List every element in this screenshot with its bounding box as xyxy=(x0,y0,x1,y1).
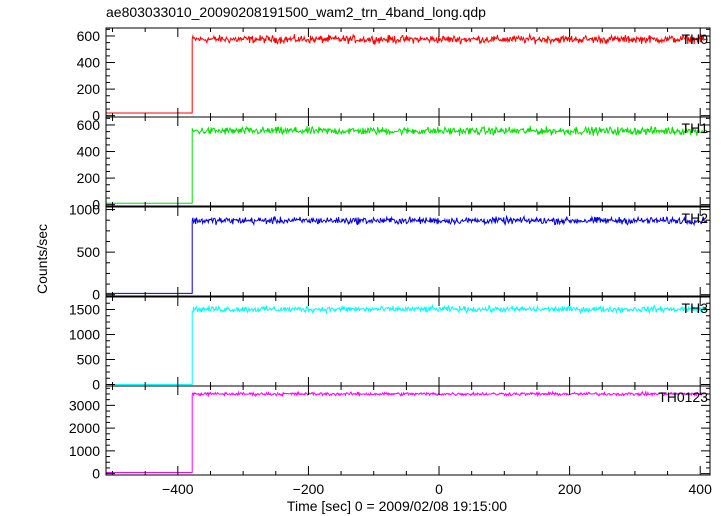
panel-th2: 0 500 1000 TH2 xyxy=(69,202,711,303)
y-tick-label: 400 xyxy=(77,144,101,160)
y-tick-label: 0 xyxy=(92,466,100,482)
panel-frame xyxy=(105,116,711,207)
y-tick-label: 3000 xyxy=(69,397,100,413)
x-axis-label: Time [sec] 0 = 2009/02/08 19:15:00 xyxy=(287,498,507,514)
series-line-th0123 xyxy=(106,390,707,473)
y-tick-label: 600 xyxy=(77,117,101,133)
y-tick-label: 0 xyxy=(92,377,100,393)
y-tick-label: 400 xyxy=(77,55,101,71)
y-tick-label: 0 xyxy=(92,197,100,213)
x-tick-label: 400 xyxy=(689,481,713,497)
panel-th1: 0 200 400 600 TH1 xyxy=(77,116,711,213)
panel-th0123: 0 1000 2000 3000 TH0123 xyxy=(69,385,711,482)
y-tick-label: 600 xyxy=(77,28,101,44)
series-line-th2 xyxy=(106,214,708,294)
x-tick-label: 200 xyxy=(558,481,582,497)
panel-frame xyxy=(105,206,711,297)
x-tick-label: −200 xyxy=(293,481,325,497)
chart-title: ae803033010_20090208191500_wam2_trn_4ban… xyxy=(106,4,486,20)
y-tick-label: 2000 xyxy=(69,420,100,436)
y-tick-label: 200 xyxy=(77,81,101,97)
y-tick-label: 1500 xyxy=(69,302,100,318)
band-label-th0: TH0 xyxy=(682,31,709,47)
y-tick-label: 0 xyxy=(92,108,100,124)
y-tick-label: 200 xyxy=(77,170,101,186)
panel-th3: 0 500 1000 1500 TH3 xyxy=(69,296,711,393)
band-label-th1: TH1 xyxy=(682,120,709,136)
panel-th0: 0 200 400 600 TH0 xyxy=(77,27,711,124)
x-tick-label: 0 xyxy=(435,481,443,497)
series-line-th0 xyxy=(106,32,708,114)
band-label-th2: TH2 xyxy=(682,210,709,226)
x-axis: −400 −200 0 200 400 xyxy=(162,481,712,497)
y-tick-label: 0 xyxy=(92,287,100,303)
band-label-th0123: TH0123 xyxy=(658,389,708,405)
panels: 0 200 400 600 TH0 0 200 400 600 TH1 0 500 1000 TH2 0 50… xyxy=(69,27,711,482)
band-label-th3: TH3 xyxy=(682,300,709,316)
y-tick-label: 1000 xyxy=(69,443,100,459)
x-tick-label: −400 xyxy=(162,481,194,497)
y-axis-label: Counts/sec xyxy=(34,224,50,294)
y-tick-label: 500 xyxy=(77,352,101,368)
y-tick-label: 500 xyxy=(77,244,101,260)
panel-frame xyxy=(105,385,711,476)
series-line-th3 xyxy=(106,303,708,385)
series-line-th1 xyxy=(106,125,708,204)
y-tick-label: 1000 xyxy=(69,202,100,218)
y-tick-label: 1000 xyxy=(69,327,100,343)
